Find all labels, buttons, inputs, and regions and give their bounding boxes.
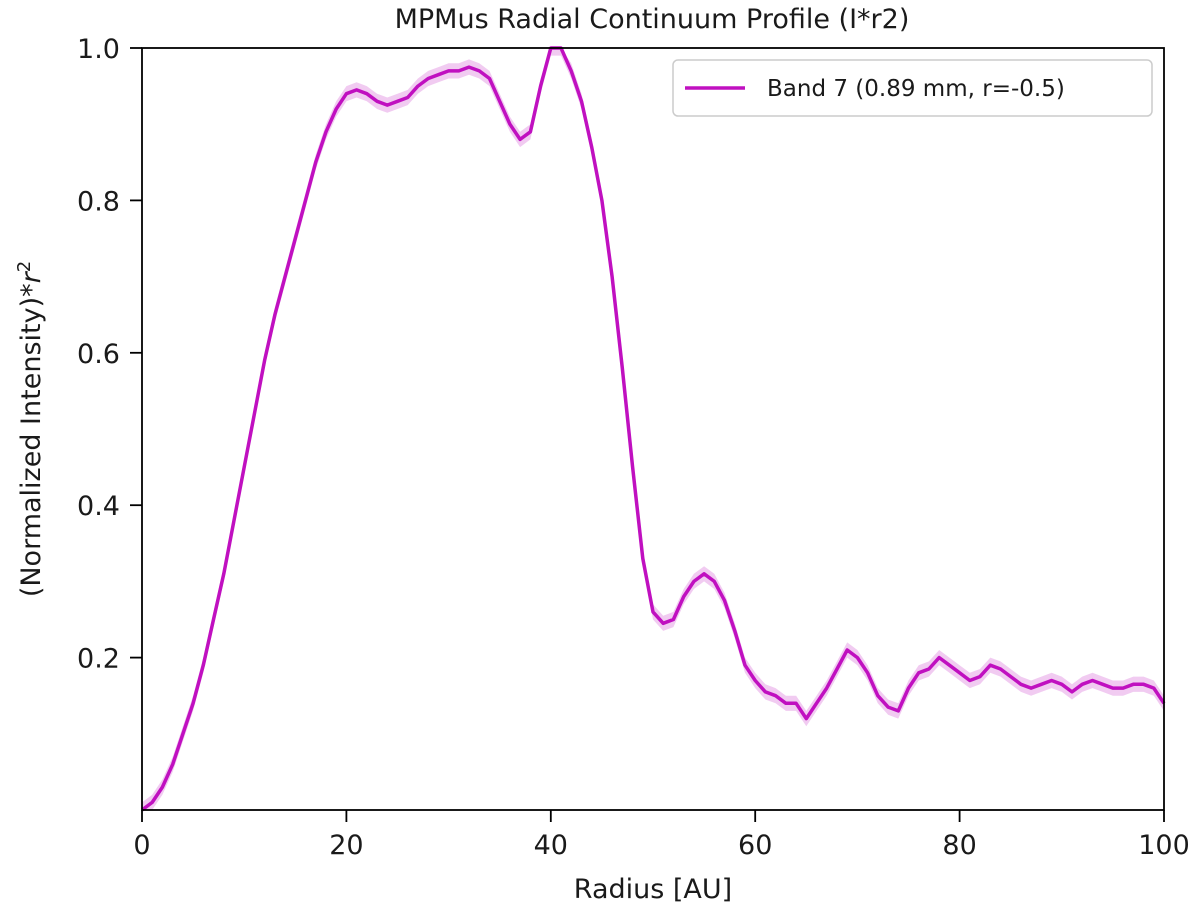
x-tick-label: 40 [534,830,568,861]
plot-area [140,46,1166,812]
y-axis-title-main: (Normalized Intensity)* [16,283,47,597]
x-tick-label: 80 [942,830,976,861]
y-tick-label: 0.8 [77,186,120,217]
x-tick-label: 100 [1138,830,1190,861]
y-axis-title-var: r [16,270,47,283]
x-axis-title: Radius [AU] [574,874,732,905]
x-tick-label: 0 [133,830,150,861]
y-tick-label: 0.2 [77,644,120,675]
uncertainty-band [142,48,1164,810]
legend: Band 7 (0.89 mm, r=-0.5) [672,59,1153,117]
y-axis-title: (Normalized Intensity)*r2 [14,261,48,597]
x-axis-ticks: 0 20 40 60 80 100 [133,810,1190,861]
x-tick-label: 20 [329,830,363,861]
plot-frame [141,47,1165,811]
y-tick-label: 1.0 [77,34,120,65]
series-line-band-7 [140,46,1166,812]
y-tick-label: 0.6 [77,339,120,370]
y-axis-ticks: 0.2 0.4 0.6 0.8 1.0 [77,34,142,675]
legend-box [672,59,1153,117]
chart-title: MPMus Radial Continuum Profile (I*r2) [395,4,910,35]
x-tick-label: 60 [738,830,772,861]
y-tick-label: 0.4 [77,491,120,522]
y-axis-title-exp: 2 [14,261,35,272]
legend-label: Band 7 (0.89 mm, r=-0.5) [767,76,1065,102]
